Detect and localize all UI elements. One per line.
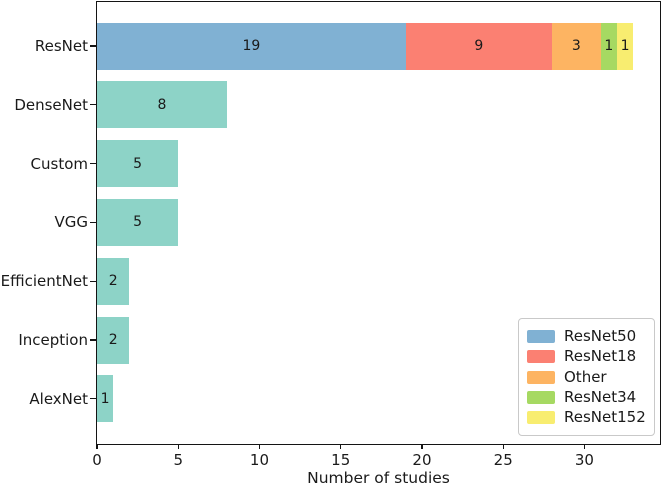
- x-tick-mark: [177, 444, 179, 449]
- x-tick-label: 20: [412, 451, 432, 469]
- legend-entry: ResNet152: [527, 408, 646, 428]
- y-tick-mark: [90, 104, 97, 106]
- legend-entry: Other: [527, 367, 646, 387]
- bar-segment: 1: [97, 375, 114, 423]
- bar-value-label: 5: [133, 155, 143, 172]
- bar-value-label: 2: [108, 332, 118, 348]
- y-tick-mark: [90, 339, 97, 341]
- x-axis-title: Number of studies: [307, 469, 450, 487]
- x-tick-mark: [583, 444, 586, 449]
- legend-label: Other: [564, 367, 607, 386]
- bar-segment: 3: [551, 22, 601, 70]
- bar-segment: 1: [616, 22, 634, 70]
- y-axis-category-label: AlexNet: [29, 389, 88, 408]
- x-tick-label: 25: [493, 451, 513, 469]
- bar-segment: 1: [600, 22, 617, 70]
- x-tick-label: 10: [249, 451, 270, 469]
- x-tick-label: 5: [173, 451, 183, 469]
- x-tick-mark: [258, 444, 261, 449]
- legend-label: ResNet50: [564, 326, 637, 345]
- legend-swatch: [527, 350, 555, 364]
- y-tick-mark: [90, 280, 97, 282]
- bar-value-label: 1: [604, 38, 614, 54]
- legend-entry: ResNet34: [527, 387, 646, 407]
- bar-segment: 2: [97, 316, 130, 364]
- y-tick-mark: [90, 398, 97, 400]
- bar-value-label: 2: [108, 273, 118, 290]
- bar-value-label: 5: [133, 214, 143, 231]
- y-tick-mark: [90, 221, 97, 224]
- x-tick-mark: [421, 444, 423, 449]
- y-axis-category-label: DenseNet: [14, 95, 88, 114]
- legend-swatch: [527, 370, 555, 384]
- bar-value-label: 19: [242, 38, 261, 54]
- x-tick-label: 0: [92, 451, 102, 469]
- bar-value-label: 3: [571, 38, 581, 54]
- bar-value-label: 1: [620, 38, 630, 54]
- legend-entry: ResNet18: [527, 346, 646, 366]
- x-tick-mark: [96, 444, 98, 449]
- y-axis-category-label: ResNet: [34, 37, 88, 55]
- bar-segment: 8: [97, 81, 227, 129]
- bar-segment: 2: [97, 257, 130, 305]
- x-tick-label: 30: [574, 451, 594, 469]
- legend-swatch: [527, 329, 555, 343]
- y-axis-category-label: EfficientNet: [0, 272, 88, 291]
- bar-value-label: 8: [157, 96, 167, 113]
- legend-swatch: [527, 411, 555, 425]
- bar-segment: 5: [97, 198, 179, 246]
- legend-label: ResNet152: [564, 408, 646, 427]
- bar-value-label: 9: [474, 38, 484, 54]
- bar-segment: 5: [97, 140, 179, 188]
- legend-label: ResNet34: [564, 387, 637, 406]
- y-axis-category-label: Custom: [30, 154, 88, 173]
- x-tick-mark: [340, 444, 342, 449]
- y-tick-mark: [90, 45, 97, 47]
- legend: ResNet50 ResNet18 Other ResNet34 ResNet152: [518, 318, 655, 436]
- y-axis-category-label: VGG: [54, 213, 88, 232]
- y-tick-mark: [90, 162, 97, 165]
- legend-swatch: [527, 390, 555, 404]
- legend-label: ResNet18: [564, 347, 637, 366]
- bar-segment: 9: [405, 22, 552, 70]
- x-tick-mark: [502, 444, 504, 449]
- legend-entry: ResNet50: [527, 326, 646, 346]
- x-tick-label: 15: [331, 451, 351, 469]
- bar-segment: 19: [97, 22, 406, 70]
- bar-value-label: 1: [100, 390, 110, 407]
- y-axis-category-label: Inception: [18, 331, 88, 349]
